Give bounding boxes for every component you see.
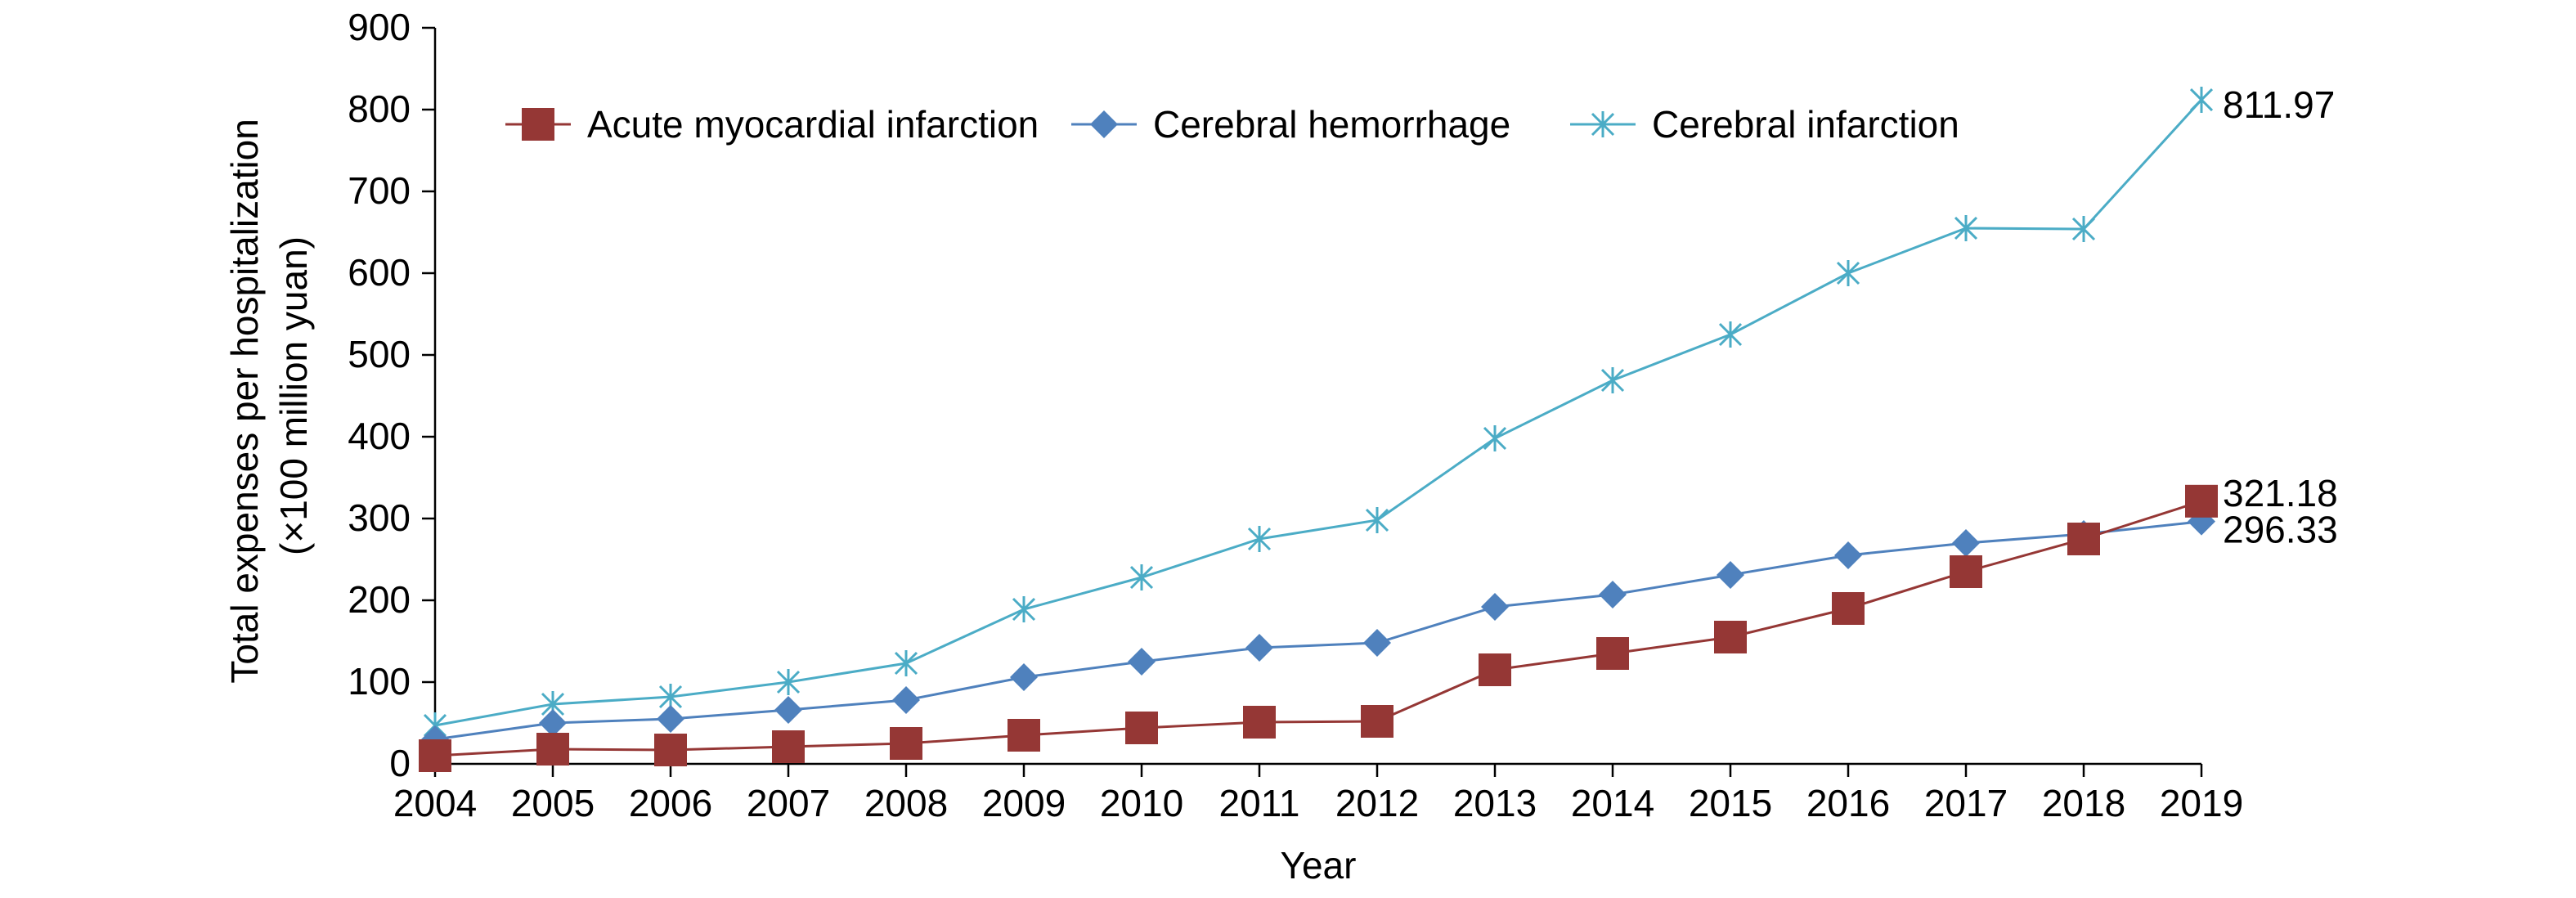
x-tick-label: 2010 — [1100, 782, 1183, 824]
data-point — [1834, 541, 1862, 569]
x-tick-label: 2009 — [982, 782, 1066, 824]
data-point — [1952, 529, 1980, 557]
data-point — [1247, 526, 1272, 552]
y-tick-label: 700 — [348, 169, 411, 212]
end-value-label: 296.33 — [2223, 509, 2338, 551]
data-point — [1481, 593, 1509, 621]
y-axis-title-line-2: (×100 million yuan) — [272, 236, 315, 555]
data-point — [1361, 705, 1393, 738]
data-point — [1125, 712, 1158, 744]
x-tick-label: 2019 — [2160, 782, 2243, 824]
data-point — [894, 650, 918, 676]
x-tick-label: 2016 — [1806, 782, 1890, 824]
data-point — [1954, 215, 1978, 241]
legend-marker — [1090, 110, 1118, 138]
data-point — [2067, 523, 2100, 555]
series-layer — [419, 87, 2218, 772]
data-point — [1012, 596, 1036, 622]
data-point — [2071, 216, 2096, 242]
series-asterisk — [423, 87, 2214, 739]
series-line — [434, 99, 2203, 727]
data-point — [776, 669, 801, 695]
y-tick-label: 800 — [348, 88, 411, 130]
data-point — [1245, 634, 1273, 662]
series-square — [419, 484, 2218, 772]
data-point — [774, 696, 802, 724]
x-axis-ticks: 2004 2005 2006 2007 2008 2009 2010 2011 2012 2013… — [393, 764, 2243, 824]
y-tick-label: 300 — [348, 496, 411, 539]
data-point — [1836, 260, 1860, 286]
x-tick-label: 2011 — [1219, 782, 1300, 824]
y-axis-title: Total expenses per hospitalization (×100… — [223, 108, 315, 683]
data-point — [1718, 321, 1743, 348]
y-tick-label: 500 — [348, 333, 411, 375]
data-point — [1365, 507, 1389, 533]
legend-label: Acute myocardial infarction — [587, 103, 1039, 146]
end-value-label: 321.18 — [2223, 472, 2338, 514]
legend-label: Cerebral hemorrhage — [1153, 103, 1510, 146]
data-point — [1008, 719, 1040, 752]
end-value-label: 811.97 — [2223, 83, 2335, 126]
x-axis-title: Year — [1281, 844, 1357, 887]
y-tick-label: 400 — [348, 415, 411, 457]
x-tick-label: 2013 — [1453, 782, 1537, 824]
x-tick-label: 2004 — [393, 782, 477, 824]
x-tick-label: 2005 — [511, 782, 595, 824]
x-tick-label: 2012 — [1335, 782, 1419, 824]
data-point — [419, 739, 451, 772]
series-diamond — [421, 507, 2215, 753]
x-tick-label: 2014 — [1571, 782, 1654, 824]
data-point — [1596, 637, 1629, 670]
y-tick-label: 0 — [389, 742, 411, 784]
legend-marker — [522, 108, 554, 141]
x-tick-label: 2008 — [864, 782, 948, 824]
series-line — [434, 500, 2202, 757]
y-tick-label: 600 — [348, 251, 411, 294]
y-tick-label: 100 — [348, 660, 411, 703]
data-point — [539, 709, 567, 737]
legend: Acute myocardial infarction Cerebral hemo… — [505, 103, 1959, 146]
data-point — [1243, 706, 1276, 739]
data-point — [1717, 561, 1744, 589]
data-point — [1479, 653, 1511, 686]
y-tick-label: 900 — [348, 6, 411, 48]
legend-item: Cerebral infarction — [1570, 103, 1959, 146]
x-tick-label: 2018 — [2042, 782, 2125, 824]
legend-marker — [1591, 111, 1615, 137]
data-point — [1599, 581, 1627, 608]
x-tick-label: 2007 — [747, 782, 830, 824]
data-point — [890, 727, 922, 760]
legend-label: Cerebral infarction — [1652, 103, 1959, 146]
data-point — [657, 705, 684, 733]
data-point — [1714, 621, 1747, 653]
data-point — [1483, 425, 1507, 451]
legend-item: Cerebral hemorrhage — [1071, 103, 1510, 146]
data-point — [1010, 663, 1038, 691]
data-point — [1832, 592, 1865, 625]
x-tick-label: 2017 — [1924, 782, 2008, 824]
legend-item: Acute myocardial infarction — [505, 103, 1039, 146]
axes — [433, 28, 2201, 766]
data-point — [772, 730, 805, 763]
x-tick-label: 2006 — [629, 782, 712, 824]
data-point — [1950, 555, 1982, 588]
y-axis-title-line-1: Total expenses per hospitalization — [223, 119, 266, 683]
data-point — [654, 734, 687, 766]
data-point — [1128, 648, 1156, 676]
y-tick-label: 200 — [348, 578, 411, 621]
data-point — [1600, 367, 1625, 393]
x-tick-label: 2015 — [1689, 782, 1772, 824]
data-point — [2185, 484, 2218, 518]
data-point — [1129, 564, 1154, 590]
data-point — [892, 686, 920, 714]
data-point — [1363, 629, 1391, 657]
data-point — [2189, 87, 2214, 114]
series-line — [434, 520, 2202, 741]
y-axis-ticks: 0 100 200 300 400 500 600 700 800 900 — [348, 6, 435, 784]
data-point — [536, 733, 569, 766]
